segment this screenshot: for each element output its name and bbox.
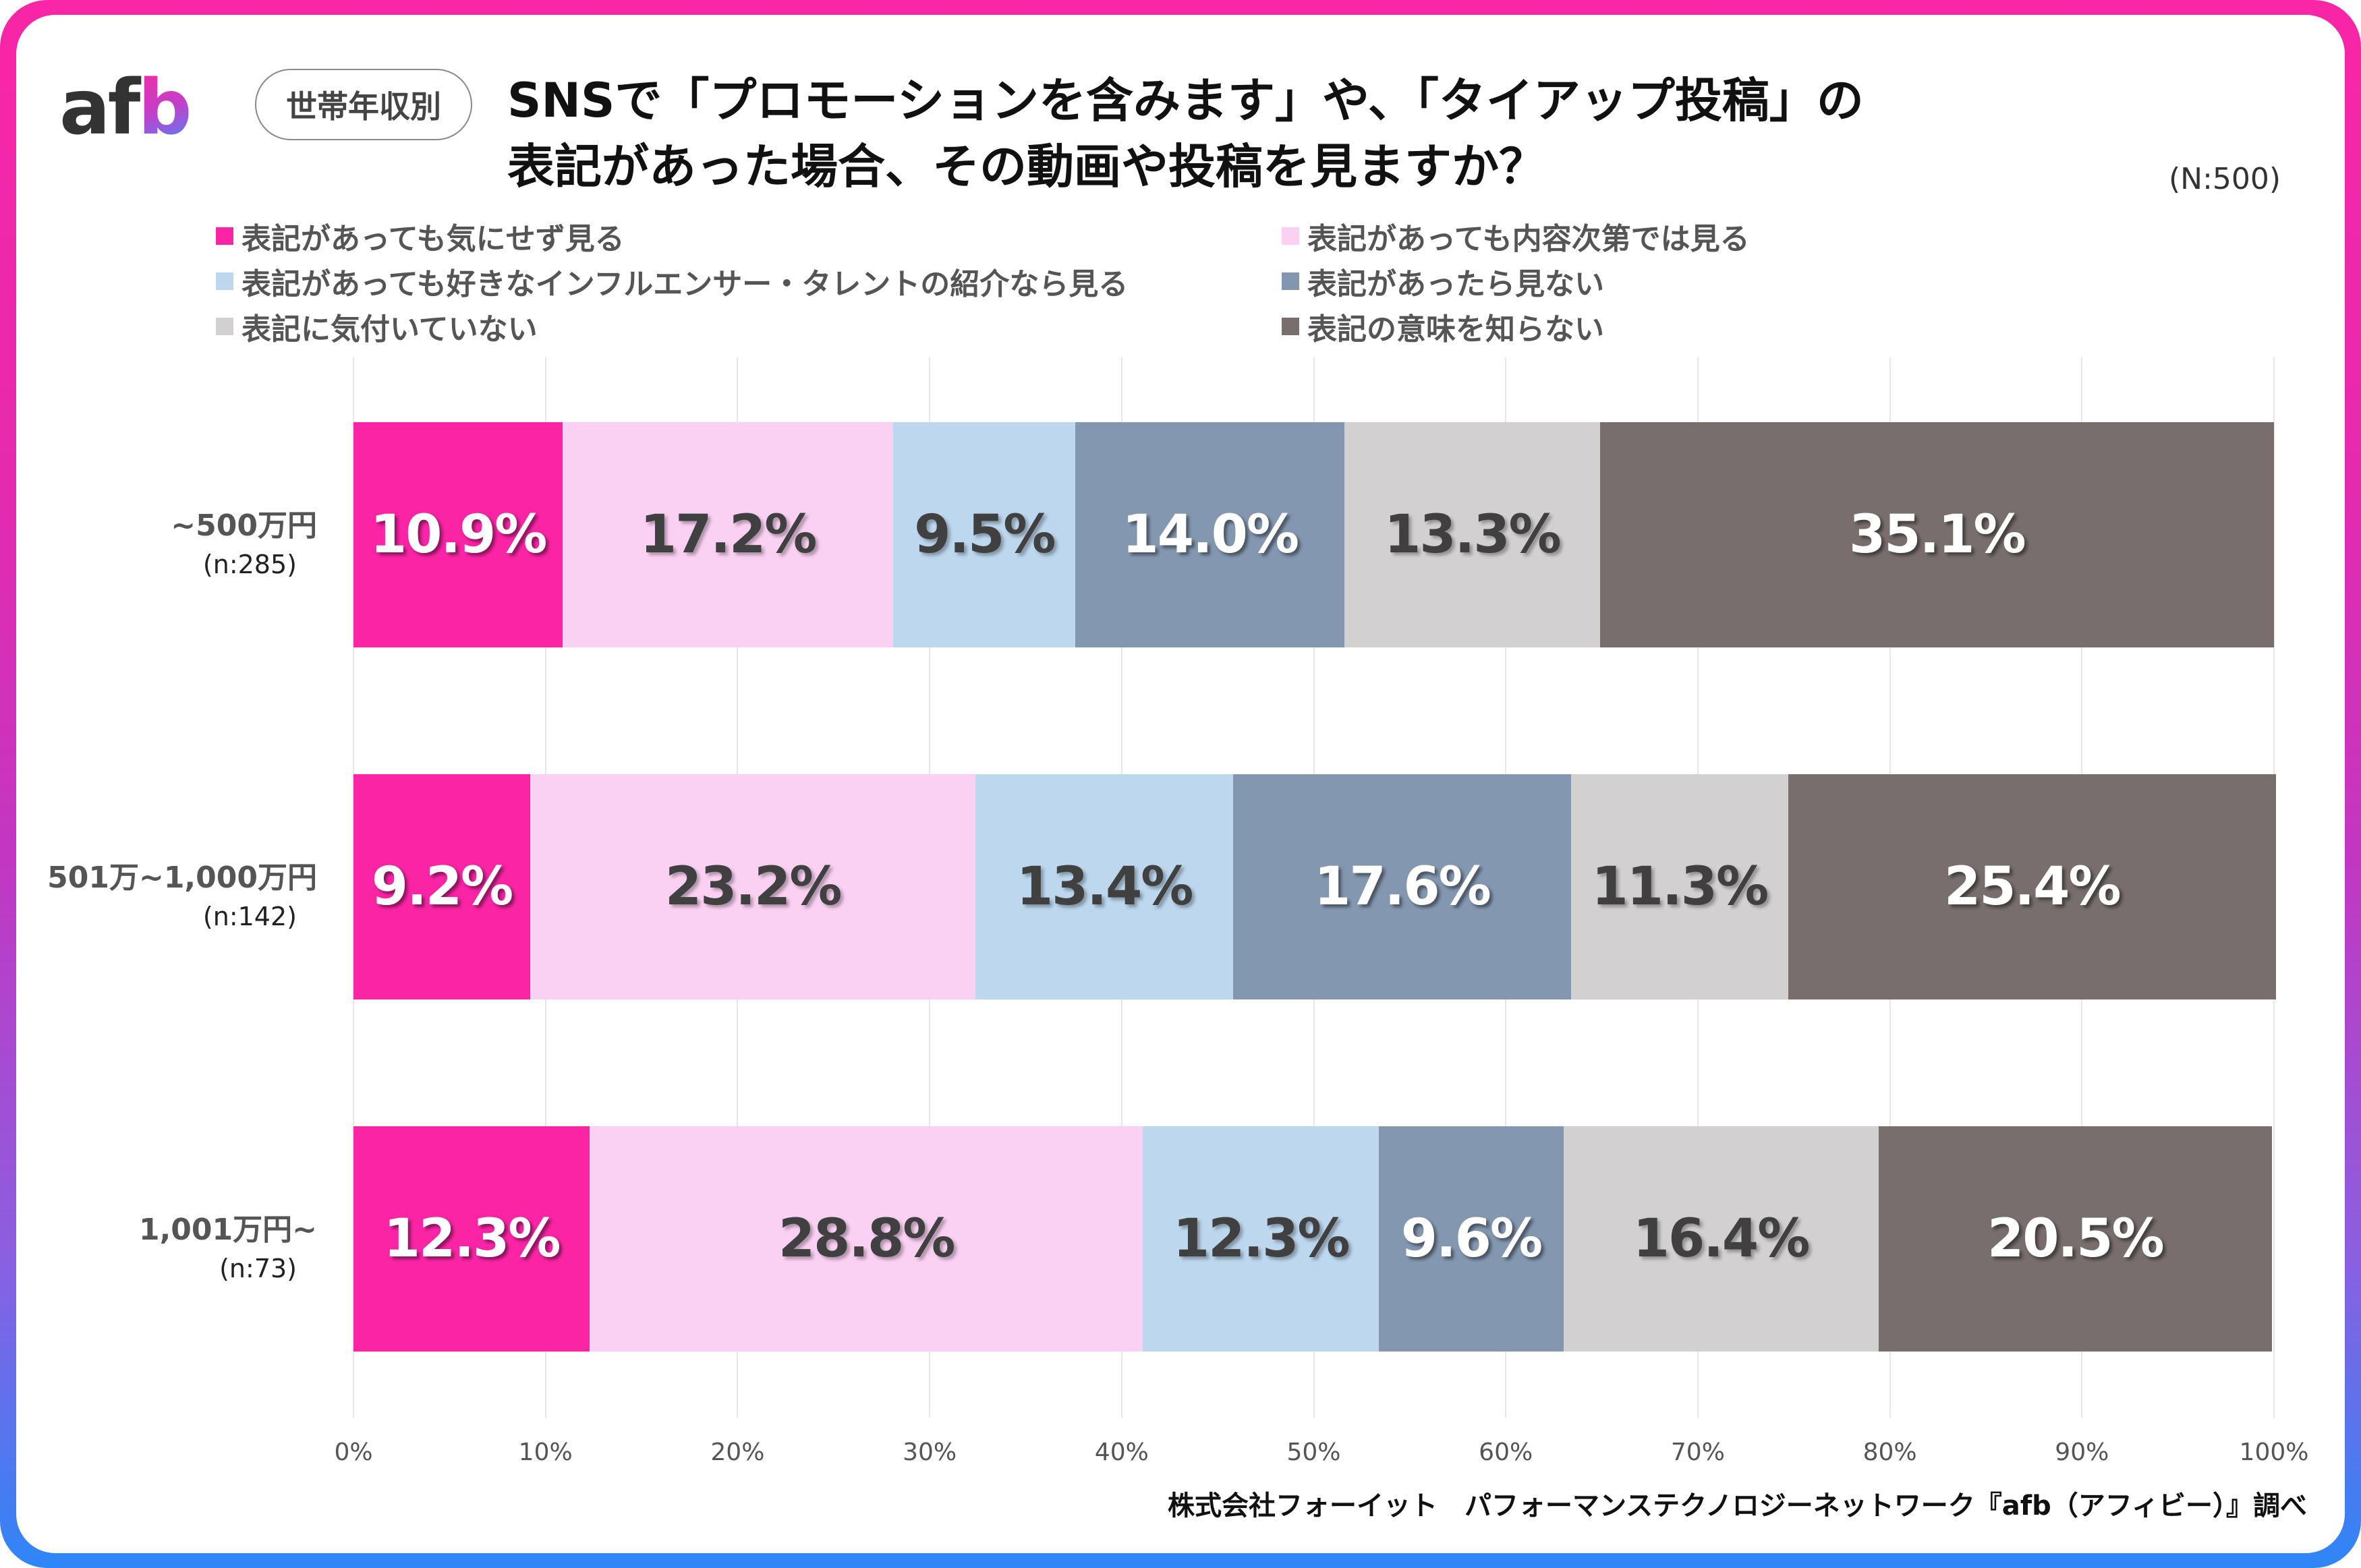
- legend-label: 表記があっても内容次第では見る: [1307, 222, 1750, 256]
- legend-label: 表記に気付いていない: [241, 312, 538, 347]
- chart-legend: 表記があっても気にせず見る 表記があっても内容次第では見る表記があっても好きなイン…: [216, 216, 2240, 351]
- bar-segment: 25.4%: [1788, 774, 2276, 999]
- legend-swatch-icon: [1282, 318, 1299, 335]
- category-sample-size: (n:73): [219, 1254, 297, 1283]
- bar-segment: 28.8%: [590, 1126, 1143, 1352]
- legend-swatch-icon: [216, 227, 233, 245]
- data-label: 14.0%: [1122, 504, 1299, 565]
- chart-title-line-2: 表記があった場合、その動画や投稿を見ますか？: [507, 139, 1546, 194]
- afb-logo: afb: [59, 70, 192, 146]
- category-sample-size: (n:142): [202, 902, 297, 931]
- x-tick-label: 30%: [903, 1439, 957, 1466]
- legend-label: 表記の意味を知らない: [1307, 312, 1604, 347]
- category-name: ~500万円: [171, 509, 317, 543]
- data-label: 16.4%: [1632, 1209, 1811, 1269]
- x-tick-label: 100%: [2239, 1439, 2309, 1466]
- x-tick-label: 40%: [1094, 1439, 1149, 1466]
- category-name: 1,001万円~: [138, 1213, 317, 1247]
- segment-badge-label: 世帯年収別: [286, 88, 441, 125]
- logo-letter-b: b: [138, 64, 192, 152]
- data-label: 20.5%: [1987, 1209, 2165, 1269]
- data-label: 9.2%: [371, 856, 513, 917]
- data-label: 17.2%: [639, 504, 818, 565]
- data-label: 25.4%: [1943, 856, 2122, 917]
- bar-segment: 14.0%: [1075, 422, 1345, 647]
- legend-item: 表記があっても好きなインフルエンサー・タレントの紹介なら見る: [216, 261, 1128, 301]
- data-label: 9.5%: [914, 504, 1056, 565]
- category-name: 501万~1,000万円: [47, 861, 317, 895]
- legend-item: 表記があっても気にせず見る: [216, 216, 625, 256]
- x-tick-label: 20%: [710, 1439, 765, 1466]
- bar-segment: 13.3%: [1344, 422, 1600, 647]
- data-label: 13.3%: [1384, 504, 1562, 565]
- logo-letter-f: f: [107, 64, 141, 152]
- sample-size: (N:500): [2169, 162, 2281, 196]
- legend-swatch-icon: [1282, 227, 1299, 245]
- bar-segment: 11.3%: [1570, 774, 1788, 999]
- legend-item: 表記があっても内容次第では見る: [1282, 216, 1750, 256]
- data-label: 12.3%: [383, 1209, 561, 1269]
- x-tick-label: 10%: [518, 1439, 573, 1466]
- x-tick-label: 0%: [334, 1439, 373, 1466]
- bar-segment: 12.3%: [1143, 1126, 1379, 1352]
- legend-swatch-icon: [216, 272, 233, 290]
- data-label: 9.6%: [1400, 1209, 1543, 1269]
- data-label: 13.4%: [1016, 856, 1194, 917]
- x-tick-label: 70%: [1670, 1439, 1725, 1466]
- category-sample-size: (n:285): [202, 550, 297, 579]
- bar-segment: 9.6%: [1379, 1126, 1564, 1352]
- bar-segment: 16.4%: [1563, 1126, 1879, 1352]
- bar-segment: 17.2%: [563, 422, 893, 647]
- bar-segment: 23.2%: [530, 774, 976, 999]
- data-label: 28.8%: [778, 1209, 956, 1269]
- bar-segment: 20.5%: [1878, 1126, 2273, 1352]
- category-label: ~500万円 (n:285): [171, 501, 317, 579]
- x-tick-label: 50%: [1286, 1439, 1341, 1466]
- segment-badge: 世帯年収別: [255, 69, 472, 140]
- chart-title-line-1: SNSで「プロモーションを含みます」や、「タイアップ投稿」の: [507, 73, 1864, 128]
- bar-segment: 9.2%: [353, 774, 530, 999]
- x-tick-label: 60%: [1479, 1439, 1533, 1466]
- data-label: 12.3%: [1172, 1209, 1350, 1269]
- bar-segment: 35.1%: [1599, 422, 2274, 647]
- legend-label: 表記があっても好きなインフルエンサー・タレントの紹介なら見る: [241, 267, 1129, 301]
- bar-segment: 12.3%: [353, 1126, 590, 1352]
- x-tick-label: 90%: [2055, 1439, 2109, 1466]
- category-label: 1,001万円~ (n:73): [139, 1205, 317, 1283]
- legend-item: 表記に気付いていない: [216, 306, 538, 347]
- bar-segment: 17.6%: [1232, 774, 1571, 999]
- legend-swatch-icon: [1282, 272, 1299, 290]
- bar-segment: 10.9%: [353, 422, 563, 647]
- legend-item: 表記があったら見ない: [1282, 261, 1604, 301]
- data-label: 10.9%: [370, 504, 548, 565]
- data-label: 23.2%: [664, 856, 843, 917]
- source-credit: 株式会社フォーイット パフォーマンステクノロジーネットワーク『afb（アフィビー…: [1167, 1490, 2307, 1521]
- data-label: 11.3%: [1591, 856, 1769, 917]
- bar-segment: 13.4%: [975, 774, 1233, 999]
- chart-title: SNSで「プロモーションを含みます」や、「タイアップ投稿」の 表記があった場合、…: [507, 67, 2126, 200]
- data-label: 17.6%: [1314, 856, 1491, 917]
- legend-item: 表記の意味を知らない: [1282, 306, 1604, 347]
- category-label: 501万~1,000万円 (n:142): [47, 853, 317, 931]
- logo-letter-a: a: [59, 64, 111, 152]
- data-label: 35.1%: [1849, 504, 2026, 565]
- bar-segment: 9.5%: [893, 422, 1076, 647]
- legend-label: 表記があっても気にせず見る: [241, 222, 625, 256]
- legend-swatch-icon: [216, 318, 233, 335]
- x-tick-label: 80%: [1862, 1439, 1917, 1466]
- legend-label: 表記があったら見ない: [1307, 267, 1604, 301]
